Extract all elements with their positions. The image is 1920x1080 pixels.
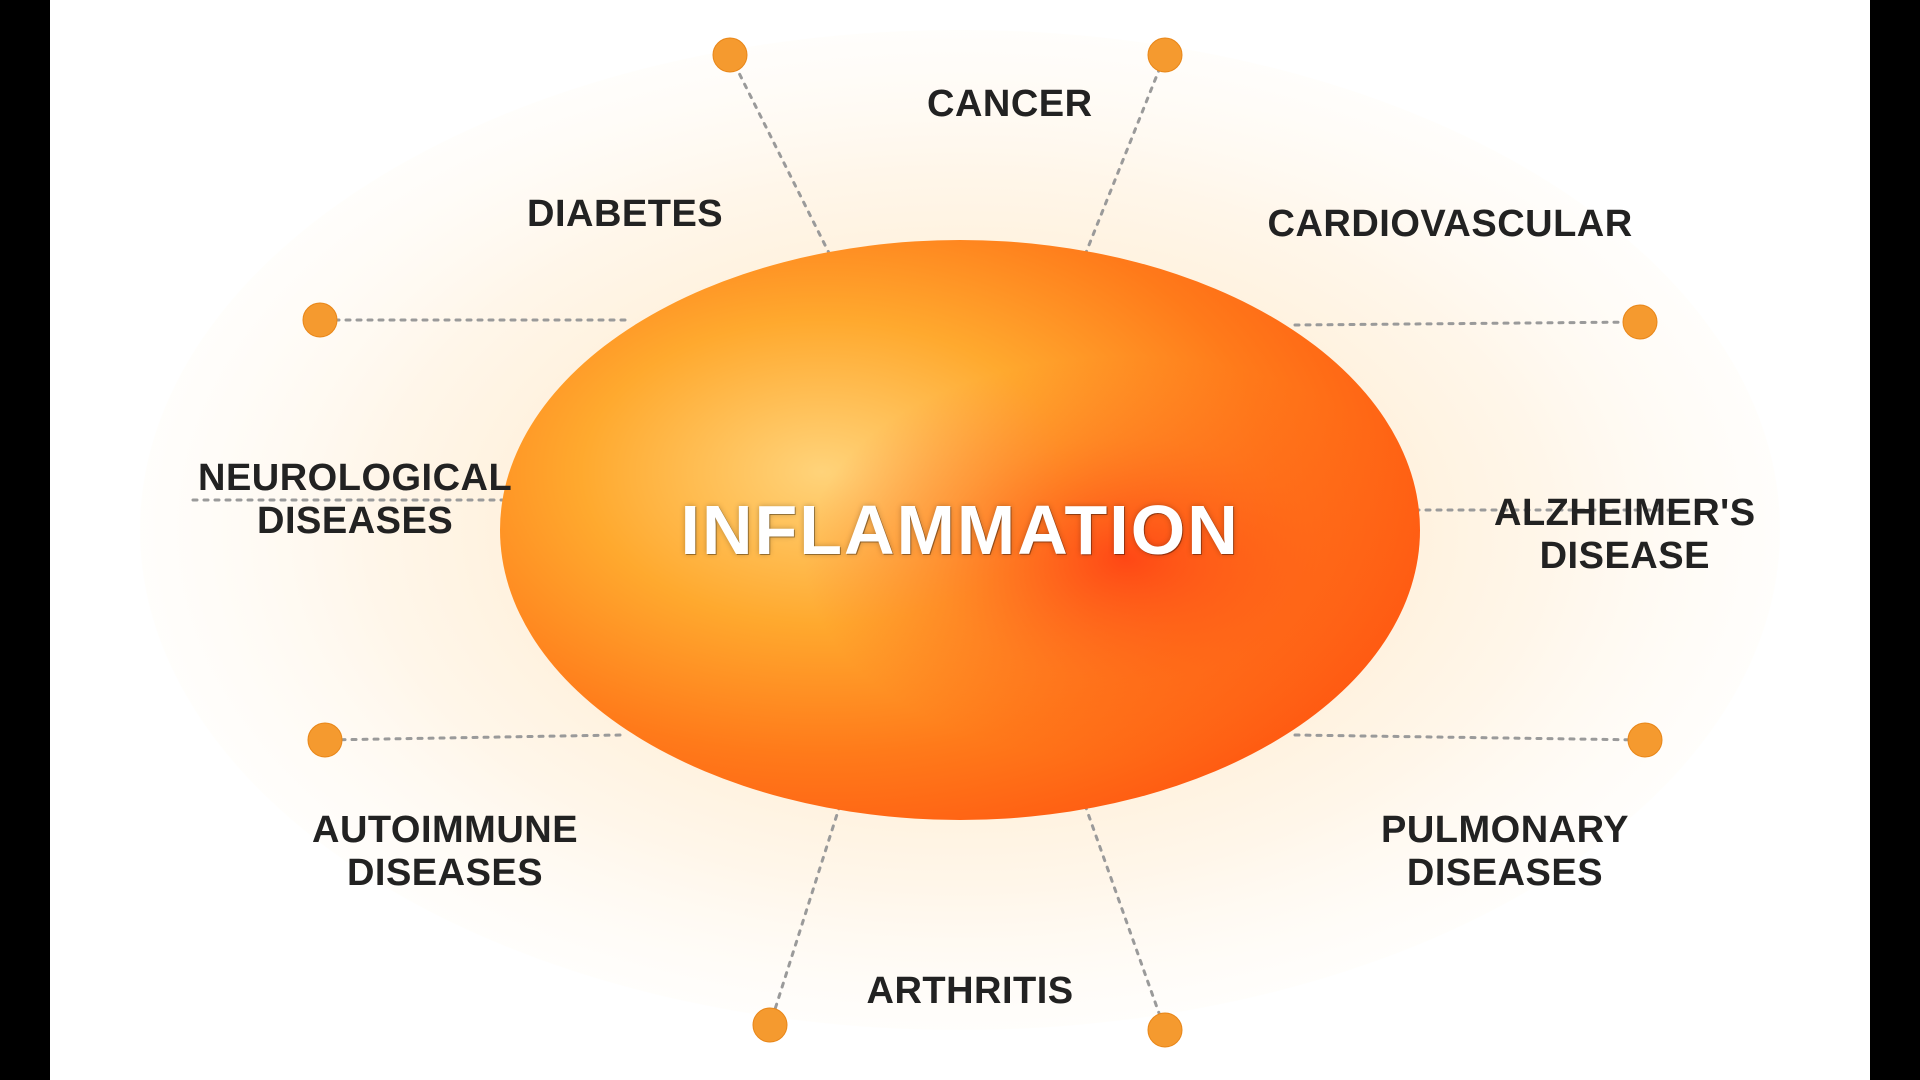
dot-arthritis xyxy=(753,1008,787,1042)
dot-cardio xyxy=(1623,305,1657,339)
label-cardio: CARDIOVASCULAR xyxy=(1268,203,1633,247)
label-alzheimers: ALZHEIMER'S DISEASE xyxy=(1494,492,1756,579)
diagram-stage: CANCER DIABETES NEUROLOGICAL DISEASES AUTOI… xyxy=(50,0,1870,1080)
dot-autoimmune xyxy=(308,723,342,757)
dot-pulmonary xyxy=(1628,723,1662,757)
dot-dot-top-r xyxy=(1148,38,1182,72)
label-autoimmune: AUTOIMMUNE DISEASES xyxy=(312,809,578,896)
center-label: INFLAMMATION xyxy=(681,490,1240,570)
dot-diabetes xyxy=(303,303,337,337)
label-neuro: NEUROLOGICAL DISEASES xyxy=(198,457,512,544)
label-diabetes: DIABETES xyxy=(527,193,723,237)
label-cancer: CANCER xyxy=(927,83,1093,127)
dot-cancer xyxy=(713,38,747,72)
label-arthritis: ARTHRITIS xyxy=(867,970,1074,1014)
dot-dot-bottom-r xyxy=(1148,1013,1182,1047)
label-pulmonary: PULMONARY DISEASES xyxy=(1381,809,1629,896)
